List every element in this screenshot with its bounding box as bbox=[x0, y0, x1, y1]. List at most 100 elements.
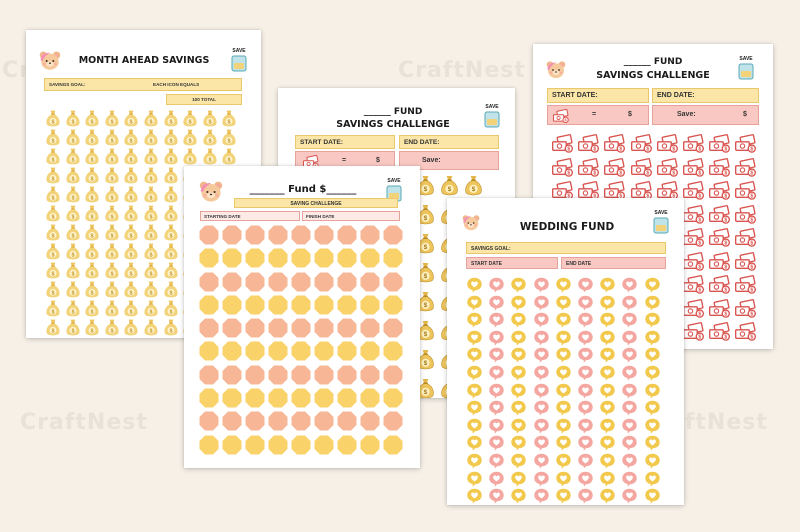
cash-stack-icon bbox=[708, 228, 734, 252]
money-bag-icon bbox=[123, 261, 143, 280]
heart-bubble-icon bbox=[533, 347, 555, 365]
start-date-field[interactable]: START DATE bbox=[466, 257, 558, 269]
money-bag-icon bbox=[123, 280, 143, 299]
save-label: Save: bbox=[422, 157, 441, 164]
cash-stack-icon bbox=[656, 134, 682, 158]
money-bag-icon bbox=[65, 299, 85, 318]
heart-bubble-icon bbox=[510, 453, 532, 471]
octagon-coin-icon bbox=[383, 225, 406, 248]
heart-bubble-icon bbox=[510, 383, 532, 401]
heart-bubble-icon bbox=[621, 488, 643, 505]
octagon-coin-icon bbox=[199, 225, 222, 248]
octagon-coin-icon bbox=[291, 248, 314, 271]
money-bag-icon bbox=[221, 147, 241, 166]
end-date-field[interactable]: END DATE: bbox=[399, 135, 499, 149]
cash-stack-icon bbox=[656, 158, 682, 182]
money-bag-icon bbox=[143, 204, 163, 223]
money-bag-icon bbox=[84, 166, 104, 185]
heart-bubble-icon bbox=[599, 295, 621, 313]
heart-bubble-icon bbox=[644, 471, 666, 489]
starting-date-field[interactable]: STARTING DATE bbox=[200, 211, 300, 221]
money-bag-icon bbox=[84, 204, 104, 223]
octagon-coin-icon bbox=[245, 225, 268, 248]
octagon-coin-icon bbox=[291, 341, 314, 364]
cash-stack-icon bbox=[630, 134, 656, 158]
money-bag-icon bbox=[163, 166, 183, 185]
savings-goal-bar[interactable]: SAVINGS GOAL: EACH ICON EQUALS bbox=[44, 78, 242, 91]
cash-stack-icon bbox=[552, 109, 569, 123]
heart-bubble-icon bbox=[577, 365, 599, 383]
money-bag-icon bbox=[143, 147, 163, 166]
cash-stack-icon bbox=[577, 158, 603, 182]
saving-challenge-banner: SAVING CHALLENGE bbox=[234, 198, 398, 208]
money-bag-icon bbox=[45, 261, 65, 280]
saving-challenge-label: SAVING CHALLENGE bbox=[290, 201, 342, 207]
end-date-field[interactable]: END DATE: bbox=[652, 88, 759, 103]
start-date-field[interactable]: START DATE: bbox=[295, 135, 395, 149]
heart-bubble-icon bbox=[599, 400, 621, 418]
save-jar-icon: SAVE bbox=[651, 210, 671, 236]
icon-value-field[interactable]: = $ bbox=[547, 105, 649, 125]
heart-bubble-icon bbox=[644, 330, 666, 348]
money-bag-icon bbox=[65, 318, 85, 337]
money-bag-icon bbox=[104, 261, 124, 280]
cash-stack-icon bbox=[551, 158, 577, 182]
money-bag-icon bbox=[45, 299, 65, 318]
octagon-coin-icon bbox=[199, 295, 222, 318]
money-bag-icon bbox=[65, 261, 85, 280]
octagon-coin-icon bbox=[199, 248, 222, 271]
money-bag-icon bbox=[182, 147, 202, 166]
octagon-coin-icon bbox=[245, 272, 268, 295]
save-jar-icon: SAVE bbox=[229, 48, 249, 74]
heart-bubble-icon bbox=[621, 418, 643, 436]
heart-bubble-icon bbox=[577, 453, 599, 471]
money-bag-icon bbox=[221, 128, 241, 147]
heart-bubble-icon bbox=[466, 365, 488, 383]
heart-bubble-icon bbox=[577, 400, 599, 418]
savings-goal-field[interactable]: SAVINGS GOAL: bbox=[466, 242, 666, 254]
cash-stack-icon bbox=[577, 134, 603, 158]
start-date-field[interactable]: START DATE: bbox=[547, 88, 649, 103]
heart-bubble-icon bbox=[510, 418, 532, 436]
heart-bubble-icon bbox=[644, 312, 666, 330]
page-title-line1: ______ FUND bbox=[623, 57, 683, 67]
save-badge-label: SAVE bbox=[232, 48, 246, 54]
money-bag-icon bbox=[221, 109, 241, 128]
money-bag-icon bbox=[45, 280, 65, 299]
octagon-coin-icon bbox=[291, 295, 314, 318]
cash-stack-icon bbox=[682, 299, 708, 323]
cash-stack-icon bbox=[708, 205, 734, 229]
money-bag-icon bbox=[202, 128, 222, 147]
savings-goal-label: SAVINGS GOAL: bbox=[471, 245, 511, 252]
watermark: CraftNest bbox=[20, 410, 148, 435]
heart-bubble-icon bbox=[466, 435, 488, 453]
heart-bubble-icon bbox=[488, 453, 510, 471]
money-bag-icon bbox=[65, 185, 85, 204]
octagon-coin-icon bbox=[222, 248, 245, 271]
save-amount-field[interactable]: Save: $ bbox=[652, 105, 759, 125]
heart-bubble-icon bbox=[488, 435, 510, 453]
money-bag-icon bbox=[84, 242, 104, 261]
octagon-coin-icon bbox=[291, 318, 314, 341]
finish-date-field[interactable]: FINISH DATE bbox=[302, 211, 400, 221]
octagon-coin-icon bbox=[268, 248, 291, 271]
money-bag-icon bbox=[123, 128, 143, 147]
equals-sign: = bbox=[342, 157, 347, 164]
octagon-coin-icon bbox=[199, 411, 222, 434]
octagon-coin-icon bbox=[360, 295, 383, 318]
octagon-coin-icon bbox=[268, 318, 291, 341]
money-bag-icon bbox=[45, 128, 65, 147]
heart-bubble-icon bbox=[621, 435, 643, 453]
octagon-coin-icon bbox=[268, 341, 291, 364]
money-bag-icon bbox=[123, 223, 143, 242]
starting-date-label: STARTING DATE bbox=[204, 214, 241, 219]
page-title-line1: ______ FUND bbox=[363, 107, 423, 117]
octagon-coin-icon bbox=[245, 435, 268, 458]
cash-stack-icon bbox=[682, 228, 708, 252]
save-amount-field[interactable]: Save: bbox=[399, 151, 499, 170]
total-label: 100 TOTAL bbox=[192, 97, 216, 102]
cash-stack-icon bbox=[708, 134, 734, 158]
octagon-coin-icon bbox=[383, 388, 406, 411]
end-date-field[interactable]: END DATE bbox=[561, 257, 666, 269]
octagon-coin-icon bbox=[360, 272, 383, 295]
